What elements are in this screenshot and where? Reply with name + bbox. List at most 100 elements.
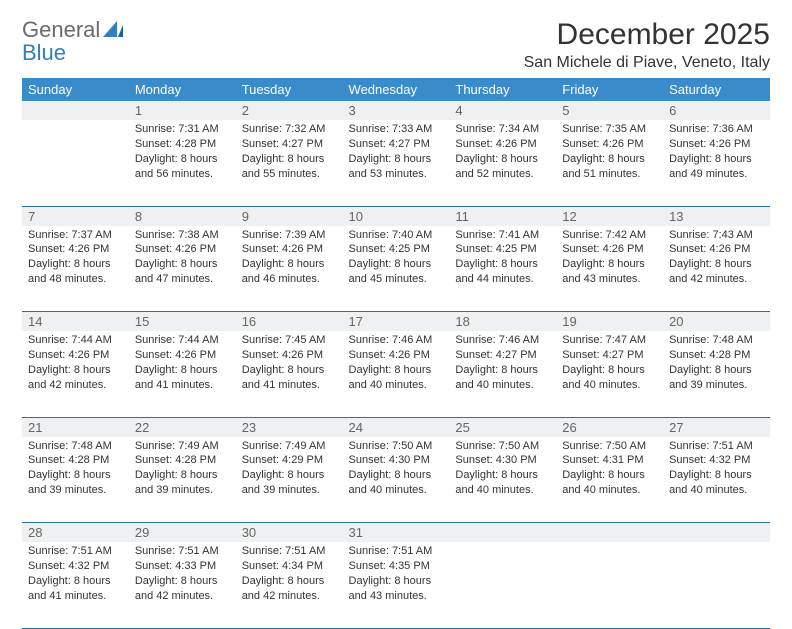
daylight-text-2: and 43 minutes. xyxy=(562,272,657,287)
day-detail-cell: Sunrise: 7:44 AMSunset: 4:26 PMDaylight:… xyxy=(22,331,129,417)
sunset-text: Sunset: 4:30 PM xyxy=(349,453,444,468)
day-detail-cell xyxy=(22,120,129,206)
day-number: 10 xyxy=(343,207,450,226)
sunset-text: Sunset: 4:30 PM xyxy=(455,453,550,468)
daylight-text-1: Daylight: 8 hours xyxy=(242,152,337,167)
brand-logo: General Blue xyxy=(22,18,123,64)
daylight-text-2: and 41 minutes. xyxy=(242,378,337,393)
sunrise-text: Sunrise: 7:37 AM xyxy=(28,228,123,243)
day-number: 22 xyxy=(129,418,236,437)
day-number-cell xyxy=(556,523,663,543)
day-detail-cell: Sunrise: 7:51 AMSunset: 4:34 PMDaylight:… xyxy=(236,542,343,628)
day-info: Sunrise: 7:44 AMSunset: 4:26 PMDaylight:… xyxy=(22,331,129,398)
daylight-text-2: and 39 minutes. xyxy=(669,378,764,393)
day-number-cell: 25 xyxy=(449,417,556,437)
sail-icon xyxy=(103,21,123,37)
day-number: 29 xyxy=(129,523,236,542)
day-number-cell: 19 xyxy=(556,312,663,332)
day-info: Sunrise: 7:49 AMSunset: 4:28 PMDaylight:… xyxy=(129,437,236,504)
day-info: Sunrise: 7:47 AMSunset: 4:27 PMDaylight:… xyxy=(556,331,663,398)
daylight-text-1: Daylight: 8 hours xyxy=(28,574,123,589)
sunset-text: Sunset: 4:26 PM xyxy=(669,242,764,257)
daylight-text-2: and 52 minutes. xyxy=(455,167,550,182)
day-number: 18 xyxy=(449,312,556,331)
sunset-text: Sunset: 4:25 PM xyxy=(455,242,550,257)
daylight-text-1: Daylight: 8 hours xyxy=(135,468,230,483)
day-number: 5 xyxy=(556,101,663,120)
weekday-header: Thursday xyxy=(449,78,556,101)
day-number-cell: 23 xyxy=(236,417,343,437)
day-number: 1 xyxy=(129,101,236,120)
day-detail-cell: Sunrise: 7:46 AMSunset: 4:27 PMDaylight:… xyxy=(449,331,556,417)
day-detail-cell: Sunrise: 7:37 AMSunset: 4:26 PMDaylight:… xyxy=(22,226,129,312)
daylight-text-2: and 40 minutes. xyxy=(455,378,550,393)
day-detail-cell: Sunrise: 7:31 AMSunset: 4:28 PMDaylight:… xyxy=(129,120,236,206)
sunset-text: Sunset: 4:32 PM xyxy=(28,559,123,574)
day-detail-row: Sunrise: 7:48 AMSunset: 4:28 PMDaylight:… xyxy=(22,437,770,523)
day-number-cell: 15 xyxy=(129,312,236,332)
day-number: 11 xyxy=(449,207,556,226)
day-info: Sunrise: 7:43 AMSunset: 4:26 PMDaylight:… xyxy=(663,226,770,293)
day-info: Sunrise: 7:44 AMSunset: 4:26 PMDaylight:… xyxy=(129,331,236,398)
day-number-cell: 29 xyxy=(129,523,236,543)
daylight-text-2: and 42 minutes. xyxy=(135,589,230,604)
day-number-cell: 30 xyxy=(236,523,343,543)
daylight-text-1: Daylight: 8 hours xyxy=(455,363,550,378)
day-detail-cell: Sunrise: 7:36 AMSunset: 4:26 PMDaylight:… xyxy=(663,120,770,206)
sunrise-text: Sunrise: 7:41 AM xyxy=(455,228,550,243)
daylight-text-1: Daylight: 8 hours xyxy=(349,363,444,378)
day-number: 21 xyxy=(22,418,129,437)
daylight-text-1: Daylight: 8 hours xyxy=(135,152,230,167)
daylight-text-2: and 43 minutes. xyxy=(349,589,444,604)
day-number: 28 xyxy=(22,523,129,542)
sunrise-text: Sunrise: 7:34 AM xyxy=(455,122,550,137)
day-number: 9 xyxy=(236,207,343,226)
day-info: Sunrise: 7:37 AMSunset: 4:26 PMDaylight:… xyxy=(22,226,129,293)
day-info: Sunrise: 7:31 AMSunset: 4:28 PMDaylight:… xyxy=(129,120,236,187)
day-detail-cell: Sunrise: 7:51 AMSunset: 4:35 PMDaylight:… xyxy=(343,542,450,628)
day-number-cell: 6 xyxy=(663,101,770,120)
sunrise-text: Sunrise: 7:50 AM xyxy=(349,439,444,454)
day-number-cell: 31 xyxy=(343,523,450,543)
day-number-row: 78910111213 xyxy=(22,206,770,226)
day-info: Sunrise: 7:33 AMSunset: 4:27 PMDaylight:… xyxy=(343,120,450,187)
sunrise-text: Sunrise: 7:48 AM xyxy=(669,333,764,348)
sunrise-text: Sunrise: 7:51 AM xyxy=(28,544,123,559)
daylight-text-1: Daylight: 8 hours xyxy=(135,257,230,272)
daylight-text-2: and 39 minutes. xyxy=(242,483,337,498)
sunrise-text: Sunrise: 7:35 AM xyxy=(562,122,657,137)
daylight-text-2: and 47 minutes. xyxy=(135,272,230,287)
brand-line2: Blue xyxy=(22,41,100,64)
day-number: 8 xyxy=(129,207,236,226)
sunrise-text: Sunrise: 7:36 AM xyxy=(669,122,764,137)
day-detail-cell: Sunrise: 7:39 AMSunset: 4:26 PMDaylight:… xyxy=(236,226,343,312)
sunset-text: Sunset: 4:34 PM xyxy=(242,559,337,574)
day-detail-row: Sunrise: 7:31 AMSunset: 4:28 PMDaylight:… xyxy=(22,120,770,206)
sunrise-text: Sunrise: 7:51 AM xyxy=(349,544,444,559)
day-number-cell: 13 xyxy=(663,206,770,226)
day-info: Sunrise: 7:41 AMSunset: 4:25 PMDaylight:… xyxy=(449,226,556,293)
daylight-text-2: and 40 minutes. xyxy=(349,483,444,498)
sunset-text: Sunset: 4:31 PM xyxy=(562,453,657,468)
day-number: 19 xyxy=(556,312,663,331)
day-detail-cell: Sunrise: 7:51 AMSunset: 4:32 PMDaylight:… xyxy=(22,542,129,628)
day-detail-cell: Sunrise: 7:42 AMSunset: 4:26 PMDaylight:… xyxy=(556,226,663,312)
day-detail-cell: Sunrise: 7:48 AMSunset: 4:28 PMDaylight:… xyxy=(663,331,770,417)
day-info: Sunrise: 7:35 AMSunset: 4:26 PMDaylight:… xyxy=(556,120,663,187)
day-info: Sunrise: 7:46 AMSunset: 4:26 PMDaylight:… xyxy=(343,331,450,398)
sunset-text: Sunset: 4:32 PM xyxy=(669,453,764,468)
sunset-text: Sunset: 4:26 PM xyxy=(135,242,230,257)
day-number-cell: 8 xyxy=(129,206,236,226)
day-detail-cell: Sunrise: 7:45 AMSunset: 4:26 PMDaylight:… xyxy=(236,331,343,417)
day-number-row: 14151617181920 xyxy=(22,312,770,332)
brand-text-block: General Blue xyxy=(22,18,100,64)
daylight-text-2: and 41 minutes. xyxy=(28,589,123,604)
daylight-text-1: Daylight: 8 hours xyxy=(455,257,550,272)
sunset-text: Sunset: 4:33 PM xyxy=(135,559,230,574)
daylight-text-1: Daylight: 8 hours xyxy=(669,468,764,483)
sunset-text: Sunset: 4:26 PM xyxy=(562,242,657,257)
sunrise-text: Sunrise: 7:47 AM xyxy=(562,333,657,348)
day-detail-cell: Sunrise: 7:43 AMSunset: 4:26 PMDaylight:… xyxy=(663,226,770,312)
sunrise-text: Sunrise: 7:42 AM xyxy=(562,228,657,243)
day-number-cell: 27 xyxy=(663,417,770,437)
